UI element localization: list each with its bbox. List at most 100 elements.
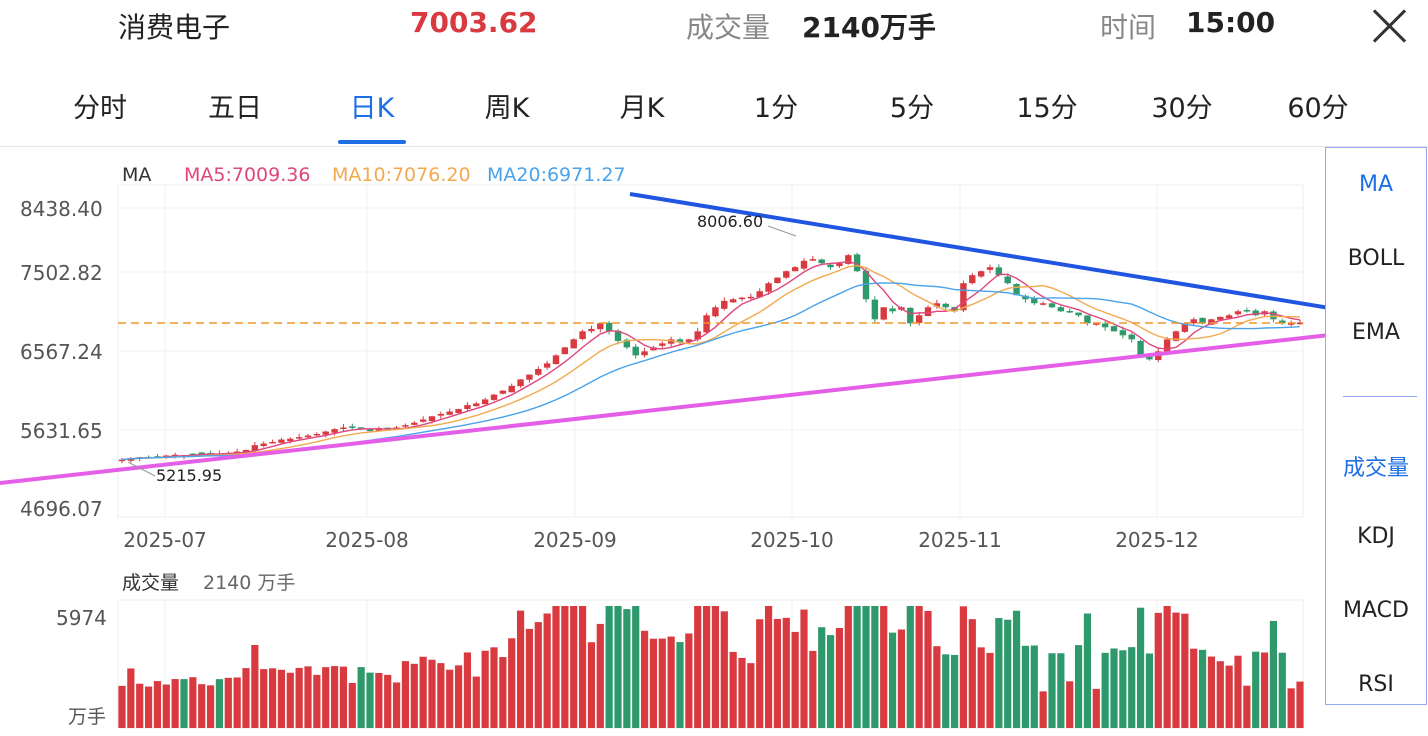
volume-bar — [1110, 648, 1118, 728]
side-item-boll[interactable]: BOLL — [1347, 246, 1405, 271]
candle-body — [1181, 323, 1189, 332]
support-trendline — [0, 333, 1325, 485]
volume-bar — [995, 618, 1003, 728]
volume-bar — [490, 647, 498, 728]
volume-bar — [437, 663, 445, 728]
volume-bar — [410, 663, 418, 728]
volume-bar — [596, 623, 604, 728]
tab-five-day[interactable]: 五日 — [208, 93, 262, 124]
volume-bar — [1101, 652, 1109, 728]
volume-bar — [800, 609, 808, 728]
candle-body — [508, 385, 515, 393]
x-tick-label: 2025-10 — [750, 528, 834, 552]
indicator-side-menu: MA BOLL EMA 成交量 KDJ MACD RSI — [1325, 147, 1427, 705]
volume-bar — [1154, 612, 1162, 728]
side-item-ema[interactable]: EMA — [1352, 320, 1400, 345]
tab-weekly-k[interactable]: 周K — [484, 93, 530, 124]
tab-30min[interactable]: 30分 — [1151, 93, 1213, 124]
volume-bar — [640, 630, 649, 728]
candle-body — [1243, 310, 1251, 312]
volume-bar — [508, 638, 516, 728]
ma5-legend: MA5:7009.36 — [184, 164, 310, 186]
volume-bar — [330, 666, 339, 728]
candle-body — [800, 260, 808, 269]
candle-body — [278, 439, 285, 443]
volume-value: 2140万手 — [802, 11, 936, 44]
candle-body — [295, 437, 303, 439]
volume-bar — [534, 622, 542, 728]
tab-5min[interactable]: 5分 — [889, 93, 935, 124]
volume-bar — [224, 677, 232, 728]
tab-monthly-k[interactable]: 月K — [619, 93, 665, 124]
volume-bar — [968, 619, 976, 728]
candle-body — [747, 296, 755, 299]
close-icon[interactable] — [1370, 6, 1410, 46]
volume-bar — [127, 668, 135, 728]
candle-body — [960, 283, 967, 311]
volume-bar — [463, 652, 472, 728]
volume-bar — [587, 642, 596, 728]
volume-bar — [862, 606, 870, 728]
volume-bar — [1207, 656, 1216, 728]
candle-body — [419, 419, 427, 422]
volume-bar — [215, 679, 224, 728]
volume-bar — [1234, 655, 1242, 728]
kline-chart[interactable]: 8438.40 7502.82 6567.24 5631.65 4696.07 2025-… — [0, 147, 1325, 736]
volume-bar — [1163, 606, 1171, 728]
volume-bar — [295, 667, 303, 728]
candle-body — [1225, 315, 1233, 319]
candle-body — [189, 453, 197, 456]
candle-body — [1057, 307, 1065, 312]
volume-bar — [942, 654, 950, 728]
candle-body — [907, 307, 914, 324]
volume-bar — [880, 606, 888, 728]
volume-bar — [1278, 652, 1286, 728]
volume-bar — [1128, 647, 1136, 728]
candle-body — [561, 347, 569, 355]
volume-bar — [286, 672, 294, 728]
candle-body — [446, 411, 453, 415]
candle-body — [623, 339, 631, 348]
volume-bar — [570, 606, 578, 728]
side-item-volume[interactable]: 成交量 — [1342, 456, 1409, 481]
candle-body — [676, 339, 684, 343]
candle-body — [269, 441, 276, 444]
candle-body — [118, 459, 126, 462]
tab-15min[interactable]: 15分 — [1016, 93, 1078, 124]
volume-bar — [1260, 652, 1269, 728]
candle-body — [597, 323, 604, 330]
volume-bar — [277, 669, 286, 728]
x-tick-label: 2025-08 — [325, 528, 409, 552]
side-item-rsi[interactable]: RSI — [1358, 672, 1394, 697]
volume-bar — [702, 606, 711, 728]
volume-bar — [959, 606, 968, 728]
side-item-ma[interactable]: MA — [1358, 172, 1394, 197]
candle-body — [552, 355, 560, 365]
candle-body — [499, 390, 507, 394]
side-item-kdj[interactable]: KDJ — [1357, 524, 1395, 549]
candle-body — [880, 307, 887, 320]
candle-body — [570, 339, 577, 349]
ma10-legend: MA10:7076.20 — [332, 164, 471, 186]
candle-body — [1004, 276, 1011, 284]
volume-bar — [791, 631, 799, 728]
side-item-macd[interactable]: MACD — [1343, 598, 1409, 623]
candle-body — [712, 307, 719, 317]
tab-intraday[interactable]: 分时 — [73, 93, 127, 124]
volume-bar — [676, 642, 684, 728]
volume-bar — [906, 606, 914, 728]
tab-1min[interactable]: 1分 — [753, 93, 799, 124]
tab-60min[interactable]: 60分 — [1287, 93, 1349, 124]
candle-body — [721, 300, 728, 309]
low-annotation: 5215.95 — [156, 466, 222, 485]
candle-body — [1084, 315, 1091, 324]
candle-body — [437, 413, 445, 416]
volume-bar — [1136, 607, 1145, 728]
candle-body — [366, 429, 374, 432]
volume-bar — [915, 606, 923, 728]
tab-daily-k[interactable]: 日K — [349, 93, 395, 124]
ma5-line — [121, 260, 1301, 461]
candle-body — [729, 299, 737, 303]
candle-body — [428, 416, 436, 422]
volume-bar — [1296, 681, 1304, 728]
